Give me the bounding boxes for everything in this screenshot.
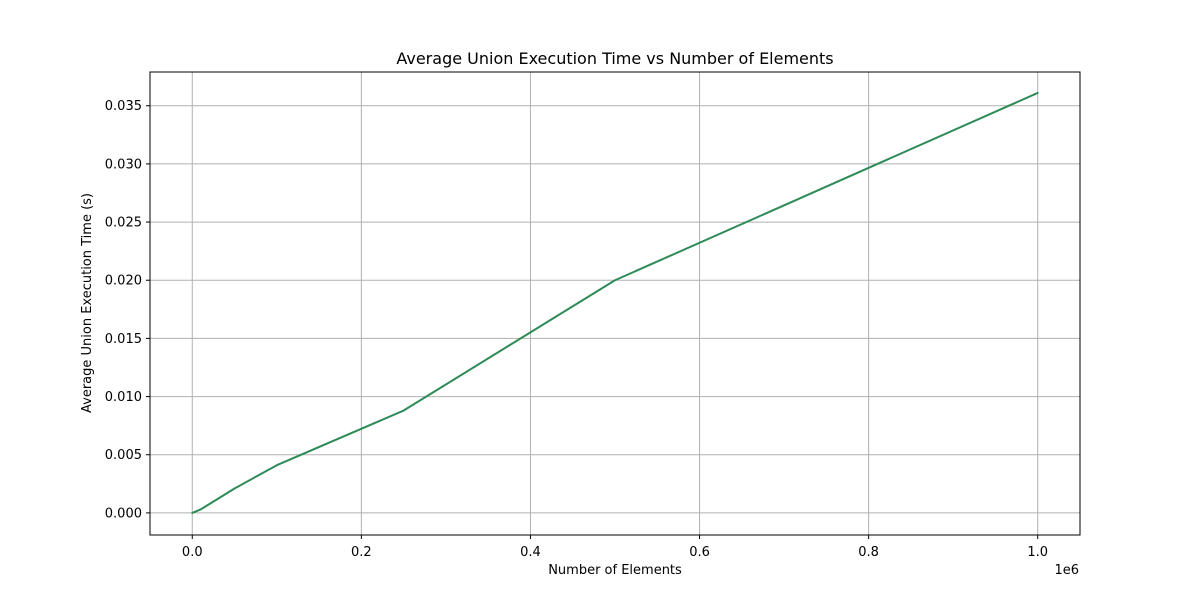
x-axis-label: Number of Elements [548,563,682,578]
x-tick-label: 1.0 [1027,545,1048,560]
y-tick-label: 0.000 [105,506,142,521]
plot-area-frame [149,71,1081,536]
y-tick-label: 0.010 [105,390,142,405]
y-tick-label: 0.025 [105,216,142,231]
chart-title: Average Union Execution Time vs Number o… [396,49,833,68]
y-tick-label: 0.015 [105,332,142,347]
x-tick-label: 0.0 [182,545,203,560]
series-line [191,91,1039,514]
y-tick-label: 0.020 [105,274,142,289]
x-tick-label: 0.8 [858,545,879,560]
x-tick-label: 0.4 [520,545,541,560]
x-tick-label: 0.6 [689,545,710,560]
grid-lines [150,72,1080,535]
x-axis-offset-label: 1e6 [1054,563,1079,578]
y-tick-label: 0.005 [105,448,142,463]
y-tick-label: 0.035 [105,99,142,114]
y-axis-label: Average Union Execution Time (s) [80,193,95,413]
series-layer [191,91,1039,514]
x-tick-label: 0.2 [351,545,372,560]
y-tick-label: 0.030 [105,157,142,172]
axis-ticks: 0.0 0.2 0.4 0.6 0.8 1.0 0.000 0.005 0.010 0.015 0.… [105,99,1048,560]
